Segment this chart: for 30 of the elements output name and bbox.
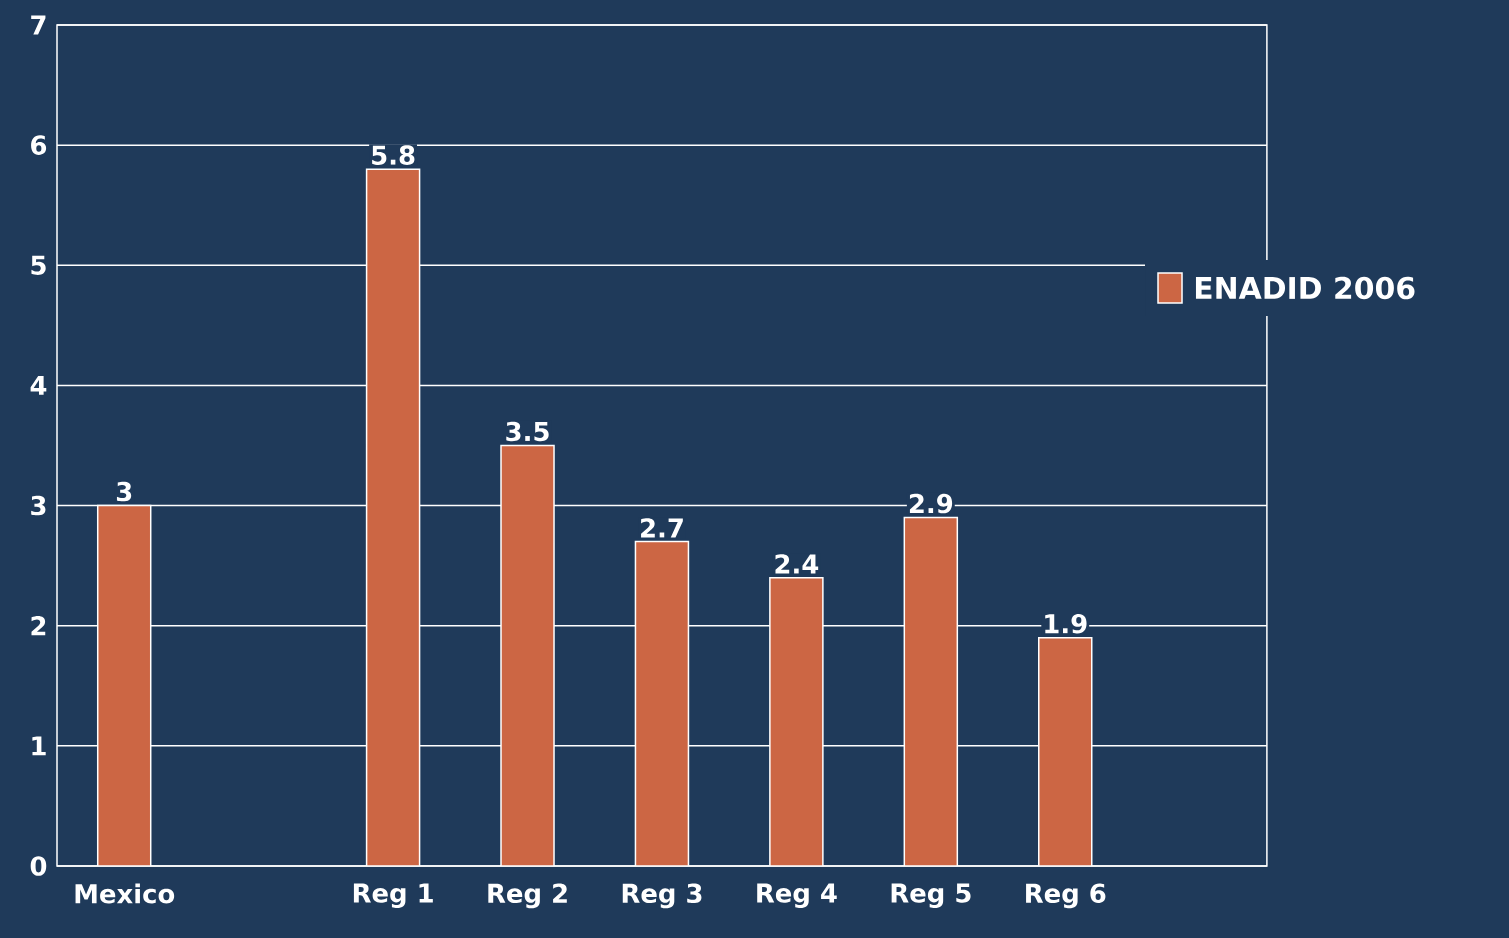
y-tick-label: 6	[31, 135, 47, 155]
y-tick-label: 2	[31, 616, 46, 636]
data-label: 2.9	[909, 493, 953, 514]
x-tick-label: Reg 3	[622, 883, 702, 909]
legend-label: ENADID 2006	[1195, 276, 1415, 300]
data-label: 3	[116, 481, 132, 502]
y-tick-label: 5	[31, 255, 46, 275]
y-tick-label: 4	[30, 375, 47, 395]
y-tick-label: 7	[31, 15, 46, 35]
x-tick-label: Reg 1	[353, 883, 433, 908]
x-tick-label: Reg 6	[1026, 883, 1106, 909]
bar	[96, 504, 152, 866]
y-tick-label: 0	[30, 856, 47, 876]
data-label: 2.7	[641, 518, 683, 538]
bar	[365, 168, 421, 866]
bar	[903, 516, 959, 866]
x-tick-label: Reg 5	[891, 883, 971, 908]
bar	[769, 576, 824, 866]
data-label: 3.5	[506, 421, 549, 442]
bar	[1038, 636, 1093, 866]
data-label: 5.8	[372, 145, 415, 165]
bar	[500, 444, 555, 866]
y-tick-label: 1	[32, 736, 46, 756]
data-label: 1.9	[1045, 613, 1087, 634]
y-tick-label: 3	[31, 495, 46, 516]
x-tick-label: Reg 4	[757, 883, 837, 908]
data-label: 2.4	[775, 554, 819, 574]
x-tick-label: Mexico	[75, 883, 175, 904]
x-tick-label: Reg 2	[488, 883, 567, 909]
bar	[634, 540, 690, 866]
